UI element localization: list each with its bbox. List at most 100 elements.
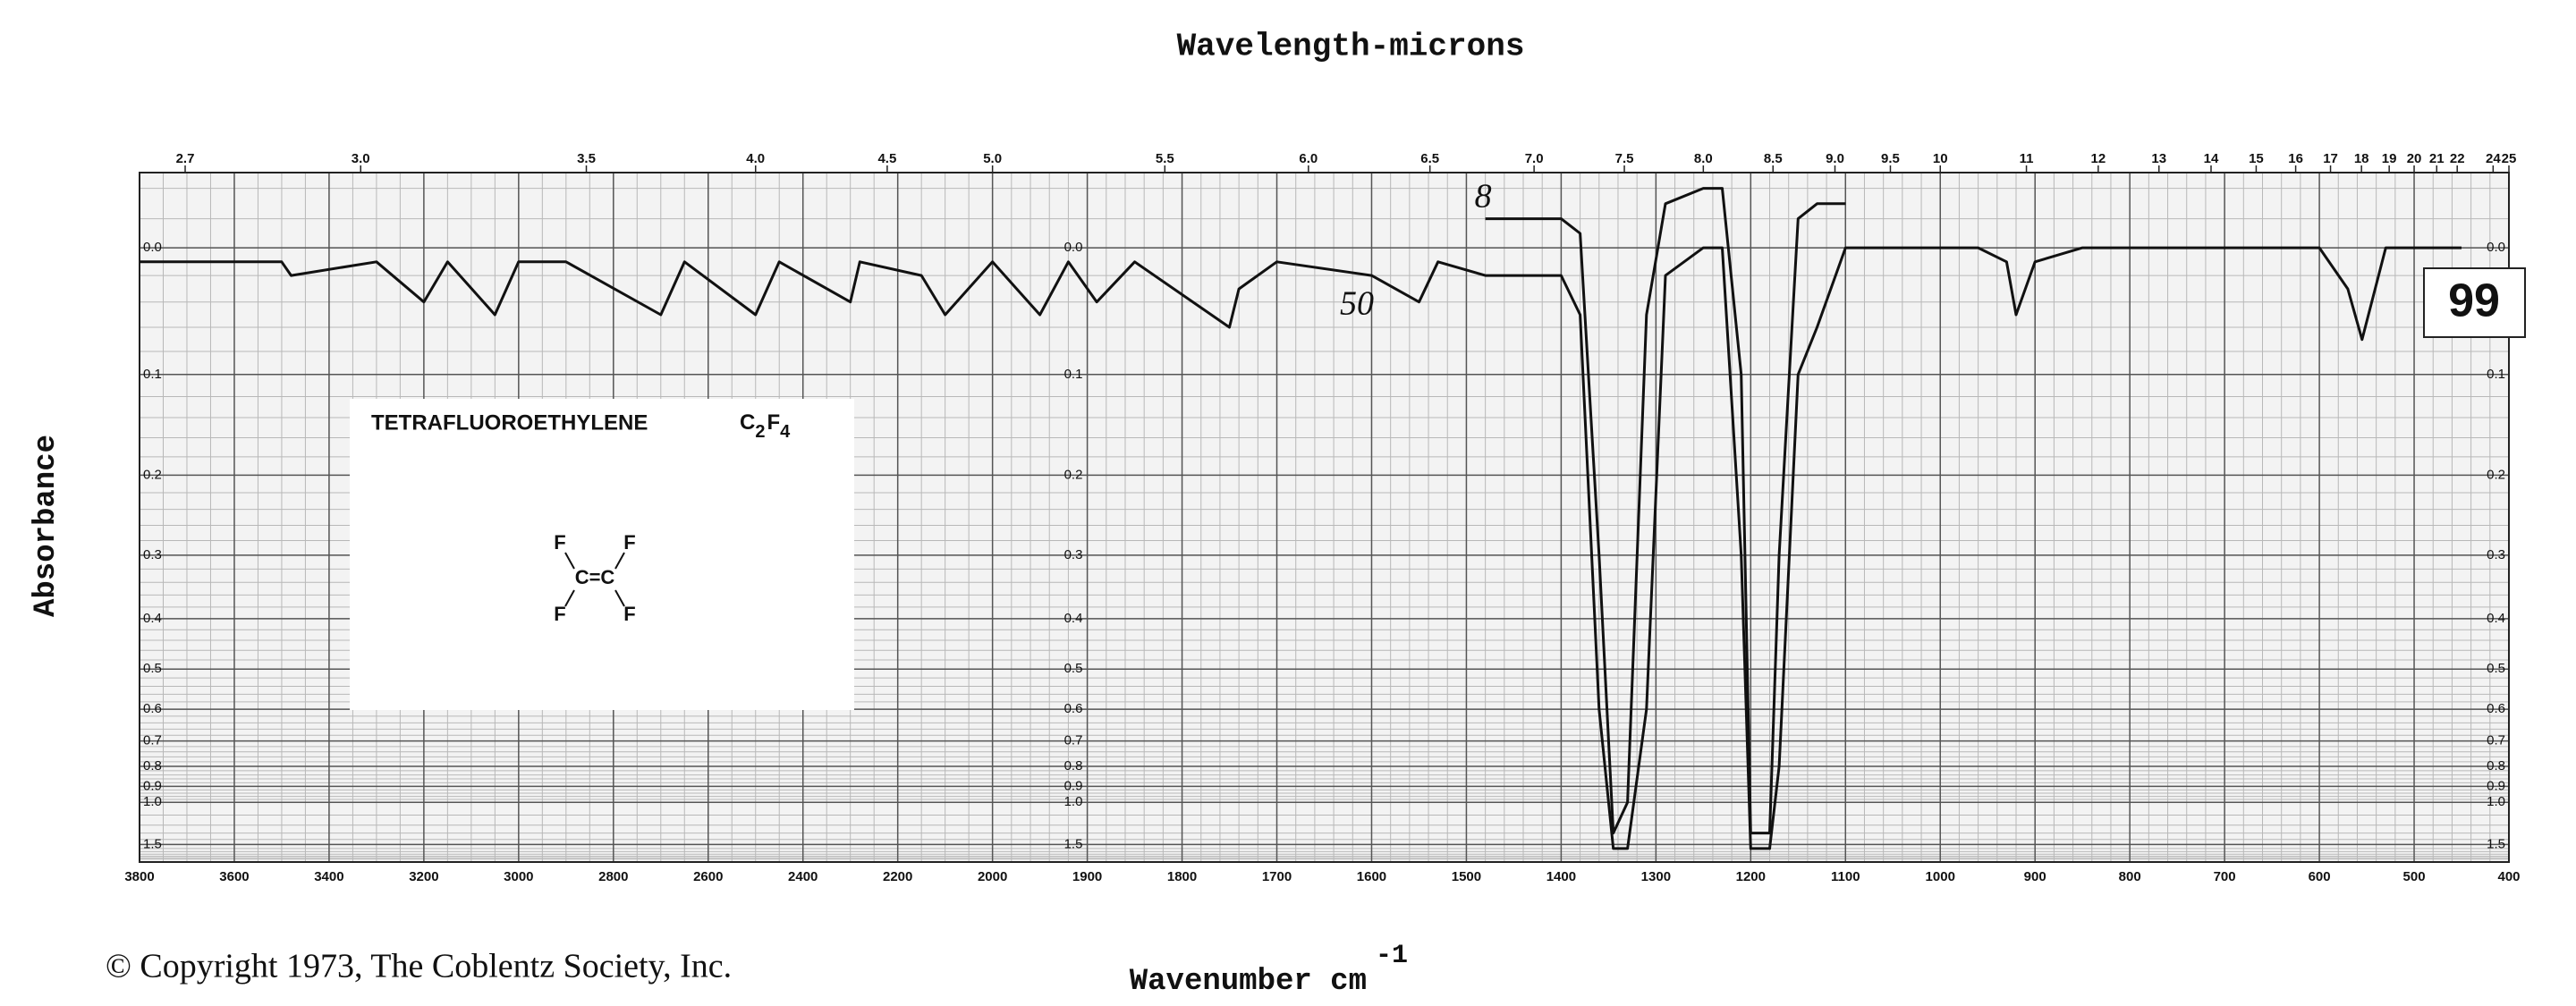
y-tick-label: 0.5 [1064, 661, 1083, 676]
y-tick-label: 0.0 [1064, 240, 1083, 255]
top-tick-label: 15 [2249, 151, 2264, 166]
atom: C=C [575, 566, 615, 588]
spectrum-number-box [2423, 267, 2526, 338]
top-tick-label: 25 [2502, 151, 2517, 166]
y-tick-label: 0.3 [143, 547, 162, 562]
top-tick-label: 4.0 [746, 151, 765, 166]
x-tick-label: 1000 [1926, 869, 1955, 884]
top-tick-label: 7.0 [1525, 151, 1544, 166]
top-tick-label: 4.5 [877, 151, 896, 166]
top-tick-label: 3.5 [577, 151, 596, 166]
y-tick-label: 1.5 [1064, 836, 1083, 851]
x-tick-label: 2600 [693, 869, 723, 884]
x-tick-label: 3800 [124, 869, 154, 884]
y-tick-label: 0.2 [1064, 467, 1083, 482]
x-tick-label: 2400 [788, 869, 818, 884]
compound-name: TETRAFLUOROETHYLENE [371, 410, 648, 435]
top-tick-label: 21 [2429, 151, 2445, 166]
trace-label: 8 [1475, 177, 1492, 215]
spectrum-trace [1485, 187, 1846, 835]
x-tick-label: 1500 [1452, 869, 1481, 884]
x-tick-label: 3600 [219, 869, 249, 884]
x-tick-label: 1400 [1546, 869, 1576, 884]
traces: 50 8 [140, 177, 2462, 850]
copyright: © Copyright 1973, The Coblentz Society, … [106, 948, 732, 985]
y-tick-label: 0.8 [143, 758, 162, 774]
formula: C2F4 [740, 410, 791, 442]
y-tick-label: 0.2 [143, 467, 162, 482]
x-tick-label: 1900 [1072, 869, 1102, 884]
y-axis-label: Absorbance [30, 435, 64, 617]
x-tick-label: 2000 [978, 869, 1007, 884]
x-tick-label: 900 [2024, 869, 2046, 884]
y-tick-label: 0.7 [1064, 733, 1083, 748]
y-tick-label: 0.1 [2487, 367, 2505, 382]
top-tick-label: 3.0 [352, 151, 370, 166]
top-tick-label: 11 [2020, 151, 2034, 166]
atom: F [623, 603, 635, 625]
top-tick-label: 14 [2204, 151, 2219, 166]
top-tick-label: 13 [2151, 151, 2166, 166]
x-tick-label: 1700 [1262, 869, 1292, 884]
top-tick-label: 10 [1933, 151, 1948, 166]
y-tick-label: 0.3 [1064, 547, 1083, 562]
y-tick-label: 1.5 [2487, 836, 2505, 851]
top-tick-label: 16 [2288, 151, 2303, 166]
ticks: 3800 3600 3400 3200 3000 2800 2600 2400 2200 2000… [124, 151, 2520, 884]
formula-part: 4 [780, 422, 791, 442]
y-tick-label: 0.7 [2487, 733, 2505, 748]
y-tick-label: 0.0 [143, 240, 162, 255]
y-tick-label: 1.0 [2487, 794, 2505, 809]
y-tick-label: 0.9 [143, 778, 162, 793]
x-tick-label: 1600 [1357, 869, 1386, 884]
atom: F [554, 603, 565, 625]
y-tick-label: 0.5 [143, 661, 162, 676]
y-tick-label: 0.5 [2487, 661, 2505, 676]
atom: F [623, 531, 635, 554]
x-tick-label: 3200 [409, 869, 438, 884]
y-tick-label: 0.7 [143, 733, 162, 748]
x-axis-label: Wavenumber cm [1130, 965, 1367, 999]
x-tick-label: 2800 [598, 869, 628, 884]
x-tick-label: 600 [2309, 869, 2331, 884]
top-tick-label: 7.5 [1615, 151, 1634, 166]
x-tick-label: 3400 [314, 869, 343, 884]
x-tick-label: 1100 [1831, 869, 1860, 884]
y-tick-label: 0.8 [2487, 758, 2505, 774]
top-tick-label: 9.0 [1826, 151, 1844, 166]
top-tick-label: 2.7 [176, 151, 195, 166]
x-tick-label: 1200 [1736, 869, 1766, 884]
formula-part: 2 [755, 422, 765, 442]
spectrum-number: 99 [2448, 275, 2500, 327]
atom: F [554, 531, 565, 554]
y-tick-label: 1.0 [143, 794, 162, 809]
top-tick-label: 6.0 [1299, 151, 1318, 166]
x-tick-label: 3000 [504, 869, 533, 884]
y-tick-label: 0.2 [2487, 467, 2505, 482]
y-tick-label: 0.4 [143, 611, 162, 626]
y-tick-label: 1.5 [143, 836, 162, 851]
y-tick-label: 0.9 [2487, 778, 2505, 793]
inset: TETRAFLUOROETHYLENE C2F4 F F C=C F F [350, 399, 854, 710]
y-tick-label: 0.4 [2487, 611, 2505, 626]
plot-frame [139, 172, 2510, 863]
y-tick-label: 0.4 [1064, 611, 1083, 626]
x-tick-label: 800 [2119, 869, 2141, 884]
y-tick-label: 1.0 [1064, 794, 1083, 809]
chart-title: Wavelength-microns [1177, 29, 1525, 65]
top-tick-label: 12 [2090, 151, 2106, 166]
x-axis-label-exponent: -1 [1376, 941, 1408, 971]
x-tick-label: 400 [2497, 869, 2520, 884]
x-tick-label: 700 [2214, 869, 2236, 884]
top-tick-label: 8.0 [1694, 151, 1713, 166]
x-tick-label: 1300 [1641, 869, 1671, 884]
top-tick-label: 22 [2450, 151, 2465, 166]
top-tick-label: 20 [2407, 151, 2422, 166]
formula-part: C [740, 410, 755, 435]
x-tick-label: 500 [2403, 869, 2426, 884]
bonds [564, 552, 625, 607]
top-tick-label: 5.0 [983, 151, 1002, 166]
top-tick-label: 19 [2382, 151, 2397, 166]
